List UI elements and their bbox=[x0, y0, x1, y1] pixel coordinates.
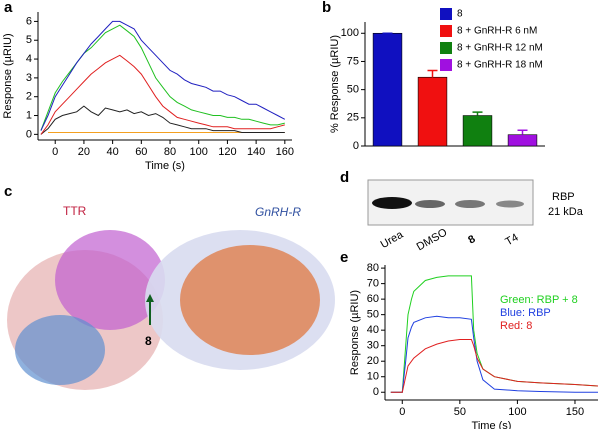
legend-entry: Green: RBP + 8 bbox=[500, 294, 578, 306]
x-tick-label: 20 bbox=[78, 146, 90, 158]
y-tick-label: 100 bbox=[341, 27, 359, 39]
series-line bbox=[390, 315, 598, 393]
x-tick-label: 100 bbox=[508, 406, 526, 418]
y-tick-label: 0 bbox=[353, 140, 359, 152]
panel-label: b bbox=[322, 0, 331, 16]
bar bbox=[417, 76, 448, 147]
x-tick-label: 80 bbox=[164, 146, 176, 158]
x-tick-label: 60 bbox=[135, 146, 147, 158]
x-tick-label: 40 bbox=[106, 146, 118, 158]
error-bar bbox=[517, 129, 528, 135]
x-tick-label: 140 bbox=[247, 146, 265, 158]
y-axis-label: Response (µRIU) bbox=[349, 290, 361, 375]
y-tick-label: 10 bbox=[367, 371, 379, 383]
legend-swatch bbox=[440, 42, 452, 54]
ligand-label: 8 bbox=[145, 334, 152, 348]
y-axis-label: % Response (µRIU) bbox=[329, 35, 341, 133]
y-tick-label: 2 bbox=[26, 91, 32, 103]
error-bar bbox=[427, 69, 438, 78]
series-line bbox=[40, 54, 285, 135]
y-tick-label: 6 bbox=[26, 15, 32, 27]
protein-render bbox=[7, 230, 335, 390]
x-tick-label: 100 bbox=[190, 146, 208, 158]
error-bar bbox=[472, 111, 483, 116]
x-axis-label: Time (s) bbox=[145, 160, 185, 172]
y-tick-label: 4 bbox=[26, 53, 32, 65]
series-line bbox=[390, 339, 599, 393]
lane-label: Urea bbox=[379, 228, 406, 251]
lane-label: 8 bbox=[466, 233, 477, 246]
protein-label: TTR bbox=[63, 204, 87, 218]
gel-marker: RBP bbox=[552, 191, 575, 203]
y-tick-label: 50 bbox=[347, 84, 359, 96]
panel-label: e bbox=[340, 249, 348, 266]
y-tick-label: 40 bbox=[367, 324, 379, 336]
y-tick-label: 50 bbox=[367, 309, 379, 321]
series-line bbox=[40, 24, 285, 131]
gel-size: 21 kDa bbox=[548, 206, 584, 218]
legend-entry: 8 + GnRH-R 12 nM bbox=[457, 43, 543, 54]
y-tick-label: 70 bbox=[367, 278, 379, 290]
legend-entry: Red: 8 bbox=[500, 320, 532, 332]
y-tick-label: 1 bbox=[26, 109, 32, 121]
x-tick-label: 0 bbox=[52, 146, 58, 158]
y-tick-label: 60 bbox=[367, 293, 379, 305]
bar bbox=[372, 32, 403, 147]
y-tick-label: 0 bbox=[373, 386, 379, 398]
lane-label: T4 bbox=[503, 232, 520, 249]
y-tick-label: 25 bbox=[347, 112, 359, 124]
legend-entry: 8 bbox=[457, 9, 463, 20]
y-tick-label: 75 bbox=[347, 55, 359, 67]
bar bbox=[507, 134, 538, 147]
series-line bbox=[40, 105, 285, 135]
legend-entry: Blue: RBP bbox=[500, 307, 551, 319]
y-tick-label: 20 bbox=[367, 355, 379, 367]
y-axis-label: Response (µRIU) bbox=[2, 33, 14, 118]
panel-label: c bbox=[4, 183, 12, 200]
y-tick-label: 5 bbox=[26, 34, 32, 46]
x-tick-label: 120 bbox=[218, 146, 236, 158]
protein-label: GnRH-R bbox=[255, 205, 301, 219]
gel bbox=[367, 179, 534, 226]
legend-swatch bbox=[440, 25, 452, 37]
y-tick-label: 80 bbox=[367, 262, 379, 274]
bar bbox=[462, 115, 493, 147]
series-line bbox=[40, 20, 286, 131]
x-tick-label: 50 bbox=[454, 406, 466, 418]
panel-label: d bbox=[340, 169, 349, 186]
legend-entry: 8 + GnRH-R 6 nM bbox=[457, 26, 537, 37]
y-tick-label: 0 bbox=[26, 128, 32, 140]
legend-swatch bbox=[440, 59, 452, 71]
x-tick-label: 160 bbox=[276, 146, 294, 158]
legend-entry: 8 + GnRH-R 18 nM bbox=[457, 60, 543, 71]
x-tick-label: 150 bbox=[566, 406, 584, 418]
x-axis-label: Time (s) bbox=[472, 420, 512, 429]
y-tick-label: 30 bbox=[367, 340, 379, 352]
legend-swatch bbox=[440, 8, 452, 20]
panel-label: a bbox=[4, 0, 13, 16]
y-tick-label: 3 bbox=[26, 72, 32, 84]
lane-label: DMSO bbox=[415, 226, 450, 253]
x-tick-label: 0 bbox=[399, 406, 405, 418]
